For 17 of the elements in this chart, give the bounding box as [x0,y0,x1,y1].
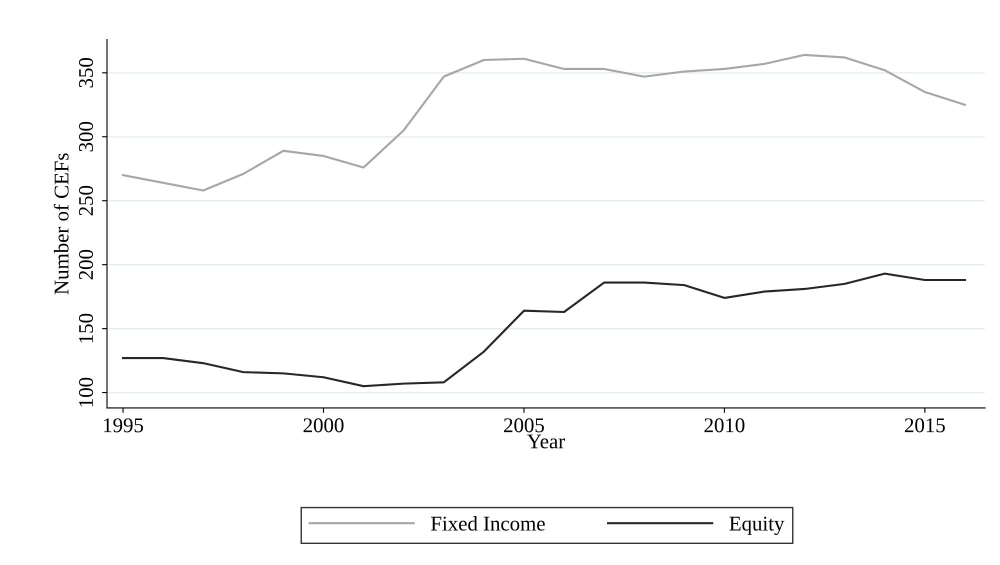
x-tick-label: 2010 [704,418,744,432]
x-tick-label: 2015 [904,418,945,432]
x-tick-label: 2000 [304,418,344,432]
y-tick-label: 350 [78,58,94,88]
y-tick-label: 100 [78,378,94,406]
y-tick-label: 250 [78,186,94,216]
x-tick-label: 1995 [104,418,144,432]
x-tick-label: 2005 [504,418,544,432]
y-tick-label: 150 [78,314,94,342]
y-tick-label: 200 [78,250,94,280]
x-axis-title: Year [527,434,566,448]
legend-label: Equity [729,516,784,535]
line-series [122,54,966,192]
legend-label: Fixed Income [431,516,545,531]
line-series [122,272,966,388]
y-tick-label: 300 [78,122,94,152]
y-axis-title: Number of CEFs [54,153,69,294]
